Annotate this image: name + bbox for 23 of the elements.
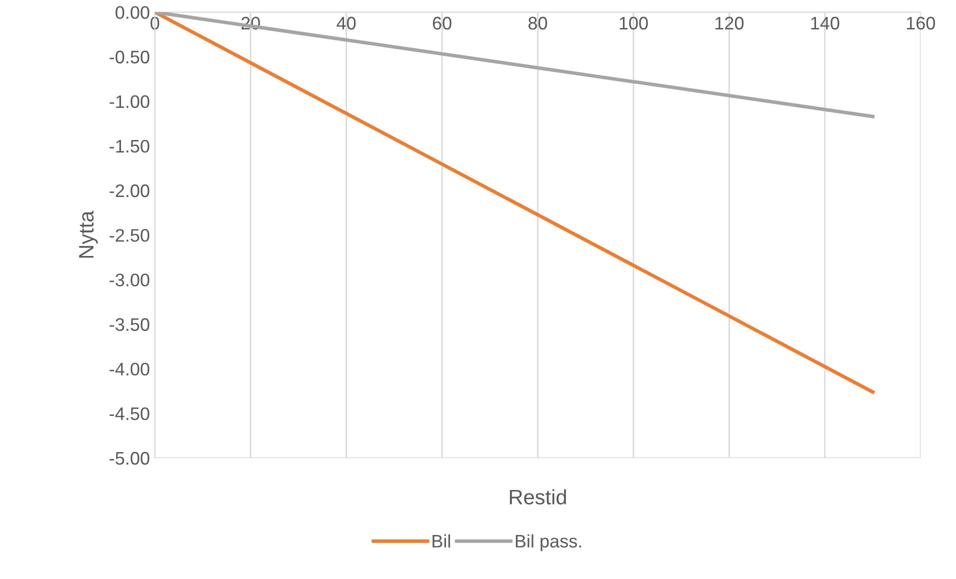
x-tick-label: 100: [620, 16, 648, 30]
x-tick-label: 80: [528, 16, 548, 30]
y-tick-label: -4.50: [110, 407, 150, 420]
x-tick-label: 120: [716, 16, 744, 30]
y-tick-label: -2.50: [110, 229, 150, 242]
x-tick-label: 160: [906, 16, 935, 30]
x-tick-label: 40: [336, 16, 356, 30]
x-tick-label: 140: [811, 16, 840, 30]
legend-label: Bil pass.: [516, 534, 581, 552]
x-tick-label: 0: [150, 16, 160, 30]
x-axis-title: Restid: [510, 489, 566, 504]
y-tick-label: -4.00: [110, 362, 150, 376]
y-tick-label: -1.50: [110, 140, 150, 153]
y-tick-label: -1.00: [110, 95, 150, 108]
x-tick-label: 60: [432, 16, 452, 30]
y-tick-label: -0.50: [110, 50, 150, 64]
y-tick-label: -2.00: [110, 184, 150, 198]
y-tick-label: -3.50: [110, 318, 150, 331]
y-tick-label: 0.00: [116, 6, 150, 19]
y-tick-label: -3.00: [110, 274, 150, 286]
y-axis-title: Nytta: [79, 210, 98, 258]
legend-label: Bil: [432, 534, 450, 548]
y-tick-label: -5.00: [110, 452, 150, 465]
